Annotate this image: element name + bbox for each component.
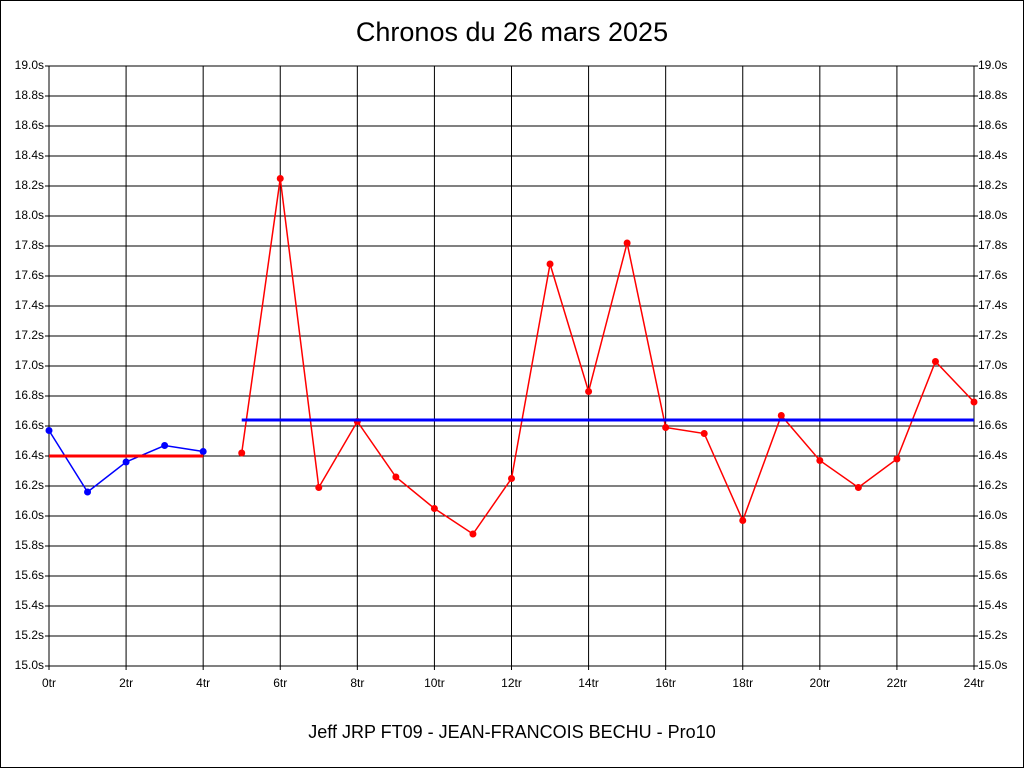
data-point	[623, 239, 631, 247]
data-point	[700, 430, 708, 437]
data-point	[546, 260, 554, 268]
x-tick-label: 6tr	[273, 676, 287, 690]
x-tick-label: 2tr	[119, 676, 133, 690]
y2-tick-label: 19.0s	[978, 58, 1007, 72]
y-tick-label: 15.6s	[15, 568, 44, 582]
data-point	[816, 457, 824, 464]
y-tick-label: 17.4s	[15, 298, 44, 312]
y2-tick-label: 17.8s	[978, 238, 1007, 252]
y-tick-label: 15.4s	[15, 598, 44, 612]
y2-tick-label: 16.2s	[978, 478, 1007, 492]
y-tick-label: 16.4s	[15, 448, 44, 462]
y-tick-label: 16.6s	[15, 418, 44, 432]
y-tick-label: 17.6s	[15, 268, 44, 282]
x-tick-label: 20tr	[809, 676, 830, 690]
chart-title: Chronos du 26 mars 2025	[356, 17, 668, 47]
y2-tick-label: 15.6s	[978, 568, 1007, 582]
y-tick-label: 18.6s	[15, 118, 44, 132]
data-point	[508, 475, 515, 482]
data-point	[854, 484, 862, 491]
y2-tick-label: 18.8s	[978, 88, 1007, 102]
data-point	[199, 448, 207, 455]
y-tick-label: 15.8s	[15, 538, 44, 552]
x-tick-label: 12tr	[501, 676, 522, 690]
y-tick-label: 15.0s	[15, 658, 44, 672]
data-point	[931, 358, 939, 365]
data-point	[739, 517, 747, 524]
data-point	[662, 424, 670, 431]
y-tick-label: 16.8s	[15, 388, 44, 402]
data-point	[893, 455, 901, 463]
data-point	[161, 442, 169, 449]
x-tick-label: 24tr	[964, 676, 985, 690]
y2-tick-label: 16.8s	[978, 388, 1007, 402]
x-tick-label: 4tr	[196, 676, 210, 690]
y2-tick-label: 16.6s	[978, 418, 1007, 432]
y-tick-label: 15.2s	[15, 628, 44, 642]
y2-tick-label: 17.6s	[978, 268, 1007, 282]
data-point	[777, 412, 785, 419]
y-tick-label: 16.0s	[15, 508, 44, 522]
y2-tick-label: 18.0s	[978, 208, 1007, 222]
data-point	[469, 530, 477, 538]
data-point	[430, 505, 438, 512]
y2-tick-label: 16.4s	[978, 448, 1007, 462]
y-tick-label: 17.0s	[15, 358, 44, 372]
y2-tick-label: 16.0s	[978, 508, 1007, 522]
x-tick-label: 14tr	[578, 676, 599, 690]
y2-tick-label: 15.4s	[978, 598, 1007, 612]
y2-tick-label: 18.6s	[978, 118, 1007, 132]
plot-border	[48, 65, 975, 667]
y-tick-label: 19.0s	[15, 58, 44, 72]
data-line	[240, 178, 975, 536]
data-point	[84, 488, 92, 496]
y-tick-label: 18.2s	[15, 178, 44, 192]
data-point	[122, 458, 130, 466]
x-tick-label: 10tr	[424, 676, 445, 690]
y-tick-label: 16.2s	[15, 478, 44, 492]
y2-tick-label: 18.2s	[978, 178, 1007, 192]
data-point	[392, 473, 400, 481]
y2-tick-label: 18.4s	[978, 148, 1007, 162]
y-tick-label: 17.8s	[15, 238, 44, 252]
x-tick-label: 16tr	[655, 676, 676, 690]
data-point	[970, 398, 978, 406]
y2-tick-label: 15.8s	[978, 538, 1007, 552]
x-tick-label: 8tr	[350, 676, 364, 690]
data-point	[45, 427, 53, 434]
y2-tick-label: 17.2s	[978, 328, 1007, 342]
data-point	[276, 175, 284, 182]
x-tick-label: 18tr	[732, 676, 753, 690]
data-point	[315, 484, 323, 491]
y2-tick-label: 15.2s	[978, 628, 1007, 642]
y-tick-label: 18.8s	[15, 88, 44, 102]
y2-tick-label: 17.4s	[978, 298, 1007, 312]
x-axis-title: Jeff JRP FT09 - JEAN-FRANCOIS BECHU - Pr…	[308, 722, 715, 742]
y2-tick-label: 17.0s	[978, 358, 1007, 372]
y-tick-label: 17.2s	[15, 328, 44, 342]
data-point	[585, 388, 593, 395]
x-tick-label: 0tr	[42, 676, 56, 690]
y2-tick-label: 15.0s	[978, 658, 1007, 672]
y-tick-label: 18.0s	[15, 208, 44, 222]
x-tick-label: 22tr	[887, 676, 908, 690]
y-tick-label: 18.4s	[15, 148, 44, 162]
data-point	[238, 449, 246, 457]
